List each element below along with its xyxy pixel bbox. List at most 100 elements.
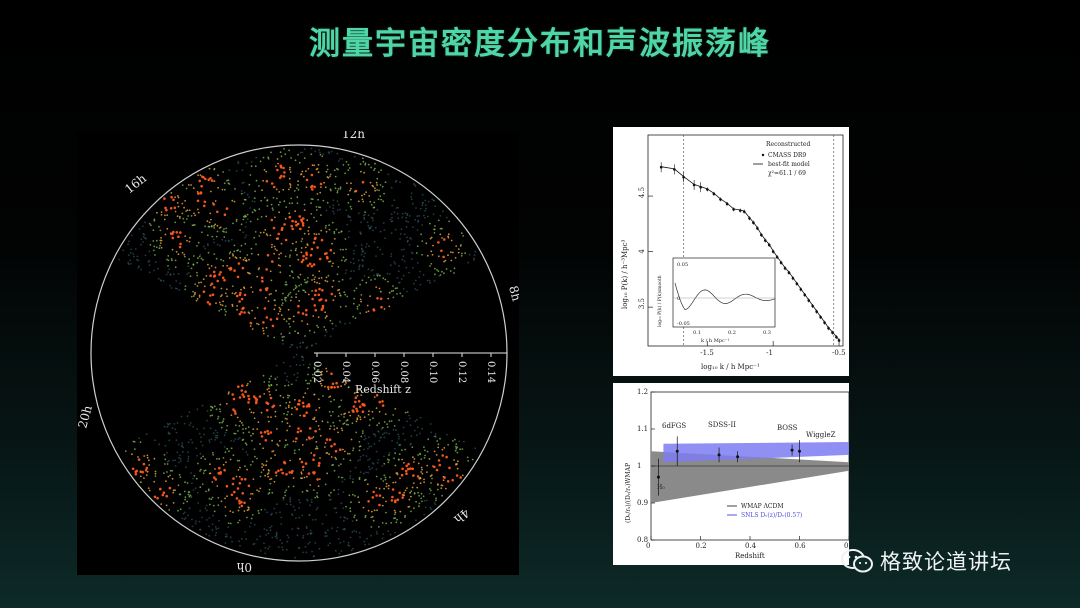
galaxy-point xyxy=(196,454,198,457)
galaxy-point xyxy=(294,159,297,162)
galaxy-point xyxy=(331,242,333,245)
galaxy-point xyxy=(311,279,313,281)
galaxy-point xyxy=(325,367,328,370)
galaxy-point xyxy=(349,189,351,192)
galaxy-point xyxy=(365,455,368,457)
galaxy-point xyxy=(349,216,351,218)
galaxy-point xyxy=(217,186,220,189)
galaxy-point xyxy=(394,262,397,265)
galaxy-point xyxy=(170,192,173,194)
galaxy-point xyxy=(310,501,313,504)
galaxy-point xyxy=(144,469,148,472)
galaxy-point xyxy=(398,437,400,440)
galaxy-point xyxy=(301,401,305,405)
galaxy-point xyxy=(256,322,258,325)
galaxy-point xyxy=(192,290,194,293)
galaxy-point xyxy=(366,221,369,224)
galaxy-point xyxy=(175,439,178,442)
galaxy-point xyxy=(284,283,287,286)
galaxy-point xyxy=(404,212,407,214)
galaxy-point xyxy=(340,399,343,402)
galaxy-point xyxy=(394,447,396,450)
galaxy-point xyxy=(281,336,284,338)
pk-data-point xyxy=(705,188,709,191)
galaxy-point xyxy=(339,186,342,189)
galaxy-point xyxy=(288,215,292,219)
galaxy-point xyxy=(292,440,295,443)
galaxy-point xyxy=(413,184,416,186)
galaxy-point xyxy=(236,275,240,279)
galaxy-point xyxy=(157,267,159,270)
galaxy-point xyxy=(301,224,305,227)
galaxy-point xyxy=(430,482,432,484)
galaxy-point xyxy=(365,281,368,284)
galaxy-point xyxy=(154,472,157,475)
galaxy-point xyxy=(265,464,267,467)
bao-distance-svg: 00.20.40.60.20.80.911.11.2 6dFGS SDSS-II… xyxy=(625,388,855,560)
galaxy-point xyxy=(245,443,248,446)
galaxy-point xyxy=(201,404,204,407)
galaxy-point xyxy=(337,203,340,206)
galaxy-point xyxy=(277,232,280,236)
galaxy-point xyxy=(303,476,306,479)
galaxy-point xyxy=(294,249,297,252)
galaxy-point xyxy=(390,255,392,258)
galaxy-point xyxy=(390,522,393,524)
galaxy-point xyxy=(285,320,288,323)
galaxy-point xyxy=(283,412,285,415)
galaxy-point xyxy=(400,233,402,235)
galaxy-point xyxy=(388,420,391,423)
galaxy-point xyxy=(421,224,424,226)
galaxy-point xyxy=(286,413,288,416)
watermark-text: 格致论道讲坛 xyxy=(880,550,1012,574)
galaxy-point xyxy=(272,404,276,408)
galaxy-point xyxy=(298,546,301,549)
galaxy-point xyxy=(214,534,217,537)
galaxy-point xyxy=(450,239,453,242)
galaxy-point xyxy=(232,477,235,480)
galaxy-point xyxy=(333,232,336,235)
galaxy-point xyxy=(338,552,341,555)
galaxy-point xyxy=(210,225,213,228)
galaxy-point xyxy=(429,265,431,267)
galaxy-point xyxy=(263,196,266,199)
galaxy-point xyxy=(266,253,270,257)
galaxy-point xyxy=(418,502,421,505)
galaxy-point xyxy=(183,221,186,224)
galaxy-point xyxy=(144,221,146,224)
galaxy-point xyxy=(279,511,281,514)
galaxy-point xyxy=(280,523,283,525)
galaxy-point xyxy=(192,224,195,226)
galaxy-point xyxy=(379,230,382,233)
galaxy-point xyxy=(184,255,186,258)
galaxy-point xyxy=(235,218,238,221)
galaxy-point xyxy=(258,235,261,237)
galaxy-point xyxy=(362,506,365,509)
galaxy-point xyxy=(274,410,277,413)
galaxy-point xyxy=(159,279,162,281)
galaxy-point xyxy=(363,255,365,258)
galaxy-point xyxy=(247,508,250,511)
galaxy-point xyxy=(297,311,300,314)
galaxy-point xyxy=(408,215,411,217)
galaxy-point xyxy=(386,272,389,275)
galaxy-point xyxy=(295,247,297,250)
galaxy-point xyxy=(447,235,449,238)
galaxy-point xyxy=(393,261,396,263)
galaxy-point xyxy=(246,468,249,471)
galaxy-point xyxy=(260,199,262,202)
galaxy-point xyxy=(287,411,289,413)
galaxy-point xyxy=(289,264,291,267)
galaxy-point xyxy=(265,179,269,183)
galaxy-point xyxy=(358,445,361,448)
galaxy-point xyxy=(294,220,298,224)
galaxy-point xyxy=(343,378,346,381)
galaxy-point xyxy=(330,414,332,417)
galaxy-point xyxy=(215,257,218,260)
galaxy-point xyxy=(332,204,335,206)
galaxy-point xyxy=(187,514,190,517)
galaxy-point xyxy=(139,470,142,474)
galaxy-point xyxy=(377,459,380,461)
galaxy-point xyxy=(260,435,264,438)
ra-label-4h: 4h xyxy=(451,506,472,527)
